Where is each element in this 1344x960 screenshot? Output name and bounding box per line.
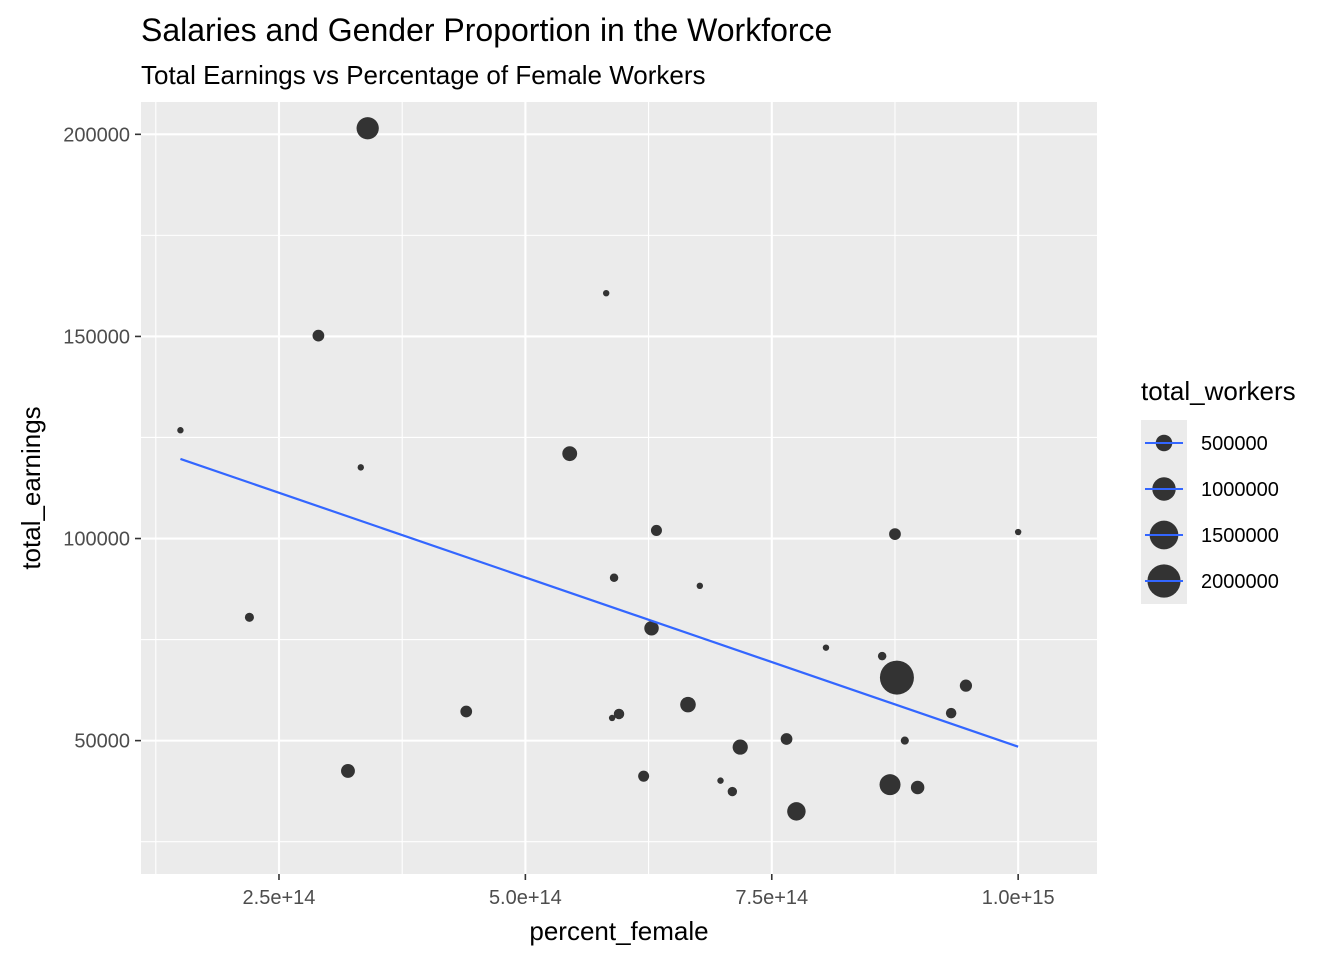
data-point	[717, 777, 724, 784]
legend-label: 1000000	[1201, 479, 1279, 501]
x-tick-label: 2.5e+14	[243, 887, 316, 909]
data-point	[341, 763, 355, 778]
y-tick-label: 150000	[63, 326, 130, 348]
data-point	[650, 524, 662, 536]
data-point	[959, 679, 973, 692]
legend-label: 500000	[1201, 433, 1268, 455]
data-point	[879, 774, 901, 796]
points-layer	[177, 117, 1022, 821]
data-point	[312, 329, 325, 342]
data-point	[732, 739, 748, 755]
y-tick-label: 100000	[63, 529, 130, 551]
grid-major	[141, 102, 1097, 874]
data-point	[780, 733, 793, 745]
grid-minor	[141, 102, 1097, 874]
data-point	[177, 427, 184, 434]
y-tick-label: 50000	[74, 731, 130, 753]
data-point	[638, 770, 650, 782]
data-point	[357, 464, 364, 471]
data-point	[889, 528, 901, 540]
data-point	[608, 714, 616, 722]
data-point	[460, 705, 473, 718]
chart-subtitle: Total Earnings vs Percentage of Female W…	[141, 60, 706, 90]
trend-layer	[180, 457, 1019, 748]
data-point	[877, 651, 887, 661]
legend: total_workers 500000 1000000 1500000 200000…	[1141, 376, 1296, 604]
data-point	[613, 708, 625, 720]
x-axis: 2.5e+14 5.0e+14 7.5e+14 1.0e+15	[243, 874, 1055, 909]
x-tick-label: 1.0e+15	[982, 887, 1055, 909]
trend-line	[180, 457, 1019, 748]
data-point	[822, 644, 830, 651]
y-axis: 50000 100000 150000 200000	[63, 124, 141, 753]
data-point	[644, 621, 659, 636]
legend-label: 1500000	[1201, 525, 1279, 547]
plot-panel	[141, 102, 1097, 874]
data-point	[244, 612, 254, 622]
data-point	[609, 573, 619, 582]
data-point	[900, 736, 909, 745]
x-axis-title: percent_female	[529, 916, 708, 946]
data-point	[879, 660, 914, 695]
y-axis-title: total_earnings	[16, 406, 46, 569]
y-tick-label: 200000	[63, 124, 130, 146]
data-point	[602, 289, 610, 297]
x-tick-label: 5.0e+14	[489, 887, 562, 909]
data-point	[910, 780, 925, 795]
data-point	[696, 582, 704, 590]
legend-label: 2000000	[1201, 571, 1279, 593]
chart-title: Salaries and Gender Proportion in the Wo…	[141, 12, 832, 48]
data-point	[356, 117, 379, 140]
data-point	[562, 446, 578, 462]
data-point	[1014, 528, 1022, 536]
legend-keys: 500000 1000000 1500000 2000000	[1141, 420, 1279, 604]
legend-title: total_workers	[1141, 376, 1296, 406]
x-tick-label: 7.5e+14	[735, 887, 808, 909]
data-point	[680, 696, 696, 713]
data-point	[787, 802, 806, 821]
data-point	[945, 707, 957, 719]
data-point	[727, 786, 738, 797]
